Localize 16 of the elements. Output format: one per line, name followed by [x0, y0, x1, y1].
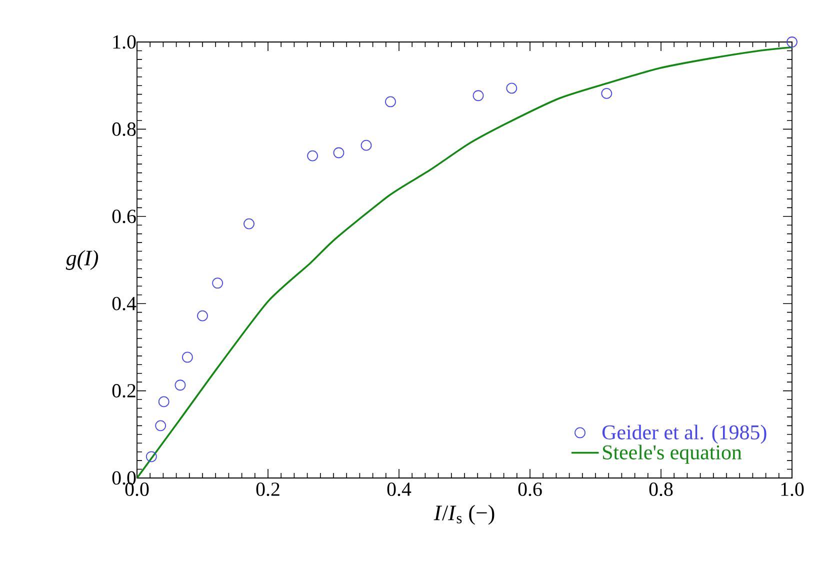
legend-label: Geider et al. (1985) [602, 424, 766, 444]
x-tick-label: 0.2 [256, 482, 280, 496]
x-tick-label: 0.0 [125, 482, 149, 496]
x-tick-label: 1.0 [781, 482, 804, 496]
y-tick-label: 1.0 [113, 35, 136, 49]
y-tick-label: 0.0 [112, 471, 136, 485]
y-tick-label: 0.2 [112, 384, 136, 398]
legend-label: Steele's equation [603, 444, 742, 464]
x-tick-label: 0.8 [649, 482, 673, 496]
y-tick-label: 0.4 [112, 296, 136, 310]
x-tick-label: 0.4 [387, 482, 412, 496]
y-tick-label: 0.8 [112, 122, 136, 136]
y-axis-title: g(I) [66, 250, 98, 270]
y-tick-label: 0.6 [112, 210, 136, 224]
x-axis-title: I/I$_{s}$ (−) [434, 504, 494, 525]
x-tick-label: 0.6 [518, 482, 542, 496]
